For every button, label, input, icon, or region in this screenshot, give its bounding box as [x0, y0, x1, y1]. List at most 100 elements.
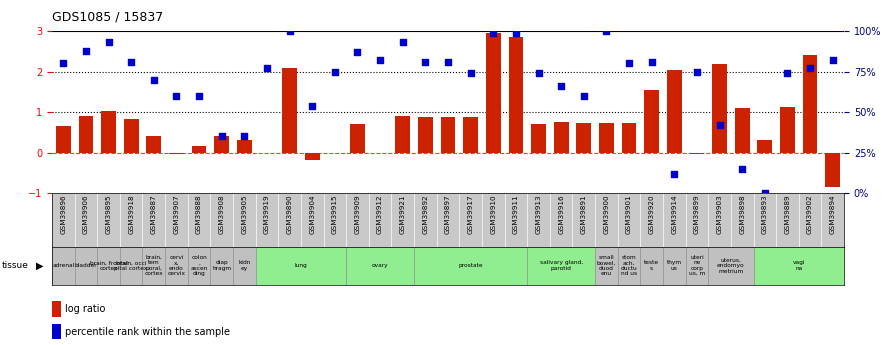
Point: [554, 83, 568, 89]
Bar: [641, 247, 663, 285]
Point: [599, 28, 614, 34]
Point: [237, 134, 252, 139]
Text: GSM39919: GSM39919: [264, 195, 270, 235]
Point: [101, 40, 116, 45]
Bar: [622, 124, 636, 152]
Text: cervi
x,
endo
cervix: cervi x, endo cervix: [168, 255, 185, 276]
Point: [780, 70, 795, 76]
Point: [509, 30, 523, 36]
Text: GSM39888: GSM39888: [196, 195, 202, 235]
Point: [373, 58, 387, 63]
Text: prostate: prostate: [459, 263, 483, 268]
Text: salivary gland,
parotid: salivary gland, parotid: [539, 260, 582, 271]
Bar: [142, 247, 165, 285]
Bar: [255, 247, 346, 285]
Bar: [599, 124, 614, 152]
Bar: [441, 117, 455, 152]
Text: colon
,
ascen
ding: colon , ascen ding: [190, 255, 208, 276]
Text: GDS1085 / 15837: GDS1085 / 15837: [52, 10, 163, 23]
Text: percentile rank within the sample: percentile rank within the sample: [65, 327, 229, 337]
Bar: [146, 136, 161, 152]
Text: GSM39909: GSM39909: [355, 195, 360, 235]
Bar: [509, 37, 523, 152]
Text: GSM39895: GSM39895: [106, 195, 111, 235]
Bar: [282, 68, 297, 152]
Point: [690, 69, 704, 74]
Point: [395, 40, 409, 45]
Text: ▶: ▶: [36, 261, 43, 270]
Text: uterus,
endomyo
metrium: uterus, endomyo metrium: [717, 258, 745, 274]
Point: [147, 77, 161, 82]
Bar: [52, 324, 62, 339]
Text: kidn
ey: kidn ey: [238, 260, 251, 271]
Text: GSM39899: GSM39899: [694, 195, 700, 235]
Bar: [237, 140, 252, 152]
Text: vagi
na: vagi na: [793, 260, 805, 271]
Bar: [644, 90, 659, 152]
Text: thym
us: thym us: [667, 260, 682, 271]
Point: [622, 61, 636, 66]
Point: [712, 122, 727, 128]
Text: GSM39887: GSM39887: [151, 195, 157, 235]
Text: GSM39920: GSM39920: [649, 195, 655, 235]
Text: GSM39910: GSM39910: [490, 195, 496, 235]
Bar: [169, 152, 184, 154]
Point: [56, 61, 71, 66]
Bar: [233, 247, 255, 285]
Text: GSM39916: GSM39916: [558, 195, 564, 235]
Point: [577, 93, 591, 99]
Text: GSM39921: GSM39921: [400, 195, 406, 235]
Text: GSM39901: GSM39901: [626, 195, 632, 235]
Bar: [617, 247, 641, 285]
Text: ovary: ovary: [372, 263, 389, 268]
Point: [124, 59, 138, 65]
Point: [350, 49, 365, 55]
Point: [79, 48, 93, 53]
Text: uteri
ne
corp
us, m: uteri ne corp us, m: [689, 255, 705, 276]
Point: [214, 134, 228, 139]
Text: brain, frontal
cortex: brain, frontal cortex: [90, 260, 127, 271]
Text: GSM39892: GSM39892: [422, 195, 428, 235]
Bar: [418, 117, 433, 152]
Point: [463, 70, 478, 76]
Point: [644, 59, 659, 65]
Point: [441, 59, 455, 65]
Bar: [414, 247, 527, 285]
Point: [192, 93, 206, 99]
Bar: [346, 247, 414, 285]
Text: lung: lung: [295, 263, 307, 268]
Point: [735, 166, 749, 171]
Bar: [690, 152, 704, 154]
Bar: [188, 247, 211, 285]
Bar: [685, 247, 708, 285]
Text: GSM39898: GSM39898: [739, 195, 745, 235]
Bar: [98, 247, 120, 285]
Bar: [754, 247, 844, 285]
Text: brain,
tem
poral,
cortex: brain, tem poral, cortex: [144, 255, 163, 276]
Point: [758, 190, 772, 196]
Bar: [52, 301, 62, 317]
Text: stom
ach,
ductu
nd us: stom ach, ductu nd us: [621, 255, 637, 276]
Bar: [712, 64, 727, 152]
Text: bladder: bladder: [74, 263, 98, 268]
Bar: [554, 122, 568, 152]
Bar: [74, 247, 98, 285]
Text: GSM39891: GSM39891: [581, 195, 587, 235]
Bar: [214, 136, 229, 152]
Text: adrenal: adrenal: [52, 263, 74, 268]
Text: GSM39893: GSM39893: [762, 195, 768, 235]
Bar: [757, 140, 772, 152]
Bar: [395, 116, 410, 152]
Bar: [803, 55, 817, 152]
Text: GSM39902: GSM39902: [807, 195, 813, 235]
Text: GSM39915: GSM39915: [332, 195, 338, 235]
Point: [668, 171, 682, 177]
Text: brain, occi
pital cortex: brain, occi pital cortex: [115, 260, 148, 271]
Bar: [527, 247, 595, 285]
Text: GSM39904: GSM39904: [309, 195, 315, 235]
Bar: [124, 119, 139, 152]
Point: [169, 93, 184, 99]
Bar: [192, 146, 206, 152]
Bar: [735, 108, 750, 152]
Text: GSM39890: GSM39890: [287, 195, 293, 235]
